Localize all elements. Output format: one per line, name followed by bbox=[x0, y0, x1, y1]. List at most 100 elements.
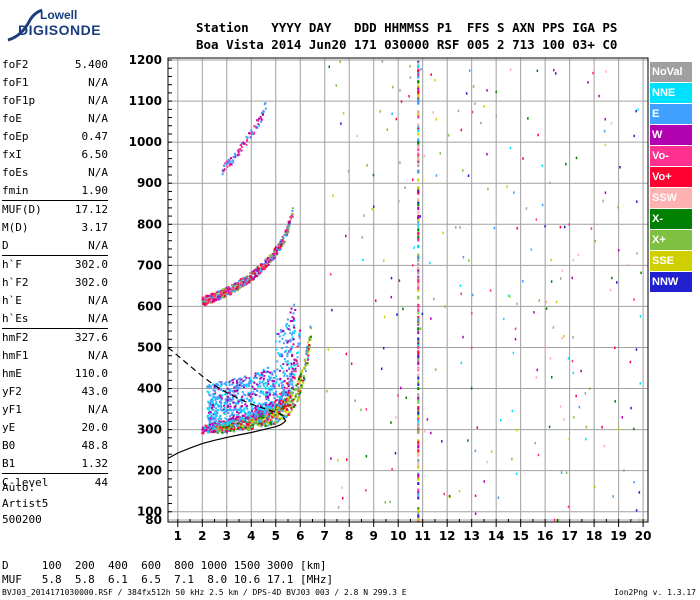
echo-point bbox=[222, 420, 225, 423]
echo-point bbox=[298, 376, 301, 379]
echo-point bbox=[269, 255, 272, 258]
echo-point bbox=[276, 406, 279, 409]
echo-point bbox=[257, 272, 260, 275]
echo-point bbox=[216, 382, 219, 385]
param-name: foF1 bbox=[2, 76, 29, 89]
echo-point bbox=[226, 165, 229, 168]
echo-point bbox=[208, 423, 211, 426]
echo-point bbox=[238, 419, 241, 422]
header-line1: Station YYYY DAY DDD HHMMSS P1 FFS S AXN… bbox=[196, 20, 618, 35]
echo-point bbox=[221, 431, 224, 434]
echo-point bbox=[223, 424, 226, 427]
echo-point bbox=[252, 390, 255, 393]
echo-point bbox=[250, 422, 253, 425]
echo-point bbox=[286, 377, 289, 380]
echo-point bbox=[221, 173, 224, 176]
interference-point bbox=[417, 284, 420, 288]
noise-point bbox=[544, 224, 546, 228]
echo-point bbox=[257, 124, 260, 127]
echo-point bbox=[230, 428, 233, 431]
noise-point bbox=[356, 134, 358, 138]
echo-point bbox=[283, 401, 286, 404]
param-name: fxI bbox=[2, 148, 22, 161]
interference-point bbox=[417, 101, 420, 105]
echo-point bbox=[227, 409, 230, 412]
x-tick-label: 1 bbox=[174, 529, 182, 543]
echo-point bbox=[210, 406, 213, 409]
echo-point bbox=[237, 392, 240, 395]
echo-point bbox=[240, 378, 243, 381]
echo-point bbox=[220, 417, 223, 420]
echo-point bbox=[224, 292, 227, 295]
echo-point bbox=[242, 414, 245, 417]
echo-point bbox=[280, 396, 283, 399]
echo-point bbox=[237, 378, 240, 381]
interference-point bbox=[417, 141, 420, 145]
echo-point bbox=[254, 376, 257, 379]
echo-point bbox=[228, 380, 231, 383]
noise-point bbox=[572, 371, 575, 375]
echo-point bbox=[293, 405, 296, 408]
echo-point bbox=[279, 353, 282, 356]
echo-point bbox=[238, 153, 241, 156]
echo-point bbox=[242, 380, 245, 383]
echo-point bbox=[259, 411, 262, 414]
echo-point bbox=[296, 383, 299, 386]
x-tick-label: 14 bbox=[488, 529, 505, 543]
echo-point bbox=[282, 407, 285, 410]
echo-point bbox=[224, 295, 227, 298]
noise-point bbox=[515, 428, 518, 432]
echo-point bbox=[288, 380, 291, 383]
echo-point bbox=[226, 396, 229, 399]
echo-point bbox=[250, 129, 253, 132]
echo-point bbox=[246, 421, 249, 424]
echo-point bbox=[229, 415, 232, 418]
echo-point bbox=[281, 367, 284, 370]
echo-point bbox=[241, 382, 244, 385]
echo-point bbox=[233, 408, 236, 411]
echo-point bbox=[256, 266, 259, 269]
echo-point bbox=[240, 149, 243, 152]
echo-point bbox=[213, 393, 216, 396]
echo-point bbox=[234, 156, 237, 159]
echo-point bbox=[278, 401, 281, 404]
echo-point bbox=[259, 416, 262, 419]
noise-point bbox=[609, 288, 612, 292]
interference-point bbox=[417, 138, 420, 142]
echo-point bbox=[229, 429, 232, 432]
noise-point bbox=[605, 70, 607, 73]
echo-point bbox=[227, 293, 230, 296]
echo-point bbox=[287, 404, 290, 407]
interference-point bbox=[417, 424, 420, 428]
echo-point bbox=[282, 414, 285, 417]
echo-point bbox=[282, 403, 285, 406]
echo-point bbox=[280, 355, 283, 358]
noise-point bbox=[329, 273, 332, 276]
echo-point bbox=[213, 431, 216, 434]
noise-point bbox=[554, 72, 557, 75]
echo-point bbox=[240, 401, 243, 404]
echo-point bbox=[283, 350, 286, 353]
echo-point bbox=[214, 410, 217, 413]
echo-point bbox=[284, 339, 287, 342]
echo-point bbox=[240, 142, 243, 145]
param-row-hf: h`F 302.0 bbox=[2, 256, 108, 274]
echo-point bbox=[262, 390, 265, 393]
noise-point bbox=[434, 368, 437, 371]
noise-point bbox=[548, 425, 551, 429]
echo-point bbox=[266, 384, 269, 387]
echo-point bbox=[224, 290, 227, 293]
echo-point bbox=[235, 394, 238, 397]
noise-point bbox=[400, 100, 403, 103]
echo-point bbox=[204, 300, 207, 303]
echo-point bbox=[264, 102, 267, 105]
echo-point bbox=[205, 428, 208, 431]
echo-point bbox=[259, 407, 262, 410]
echo-point bbox=[218, 394, 221, 397]
echo-point bbox=[270, 373, 273, 376]
noise-point bbox=[525, 207, 528, 210]
interference-point bbox=[417, 245, 420, 249]
echo-point bbox=[264, 267, 267, 270]
interference-point bbox=[417, 376, 420, 380]
noise-point bbox=[533, 311, 535, 314]
